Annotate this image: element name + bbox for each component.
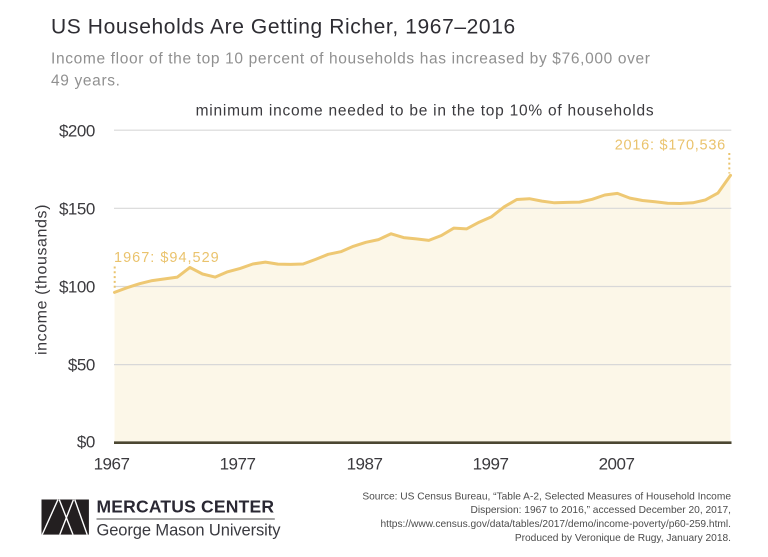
svg-text:$150: $150: [59, 200, 95, 219]
svg-text:1977: 1977: [220, 455, 256, 474]
svg-text:1997: 1997: [473, 455, 509, 474]
svg-text:1987: 1987: [347, 455, 383, 474]
svg-text:$0: $0: [77, 433, 95, 452]
svg-text:https://www.census.gov/data/ta: https://www.census.gov/data/tables/2017/…: [380, 519, 731, 530]
svg-text:1967: 1967: [94, 455, 130, 474]
svg-text:US Households Are Getting Rich: US Households Are Getting Richer, 1967–2…: [51, 16, 516, 39]
svg-text:$100: $100: [59, 278, 95, 297]
svg-text:2016: $170,536: 2016: $170,536: [615, 138, 726, 154]
svg-text:minimum income needed to be in: minimum income needed to be in the top 1…: [196, 103, 655, 120]
svg-text:MERCATUS CENTER: MERCATUS CENTER: [97, 497, 275, 517]
svg-text:49 years.: 49 years.: [51, 73, 121, 90]
svg-text:Produced by Veronique de Rugy,: Produced by Veronique de Rugy, January 2…: [515, 533, 731, 544]
svg-text:$50: $50: [68, 356, 95, 375]
svg-text:2007: 2007: [599, 455, 635, 474]
svg-text:Income floor of the top 10 per: Income floor of the top 10 percent of ho…: [51, 51, 651, 68]
svg-text:income (thousands): income (thousands): [34, 204, 51, 355]
svg-text:$200: $200: [59, 122, 95, 141]
svg-text:Source: US Census Bureau, “Tab: Source: US Census Bureau, “Table A-2, Se…: [362, 491, 731, 502]
svg-text:George Mason University: George Mason University: [97, 522, 282, 540]
svg-text:1967: $94,529: 1967: $94,529: [114, 250, 220, 266]
svg-text:Dispersion: 1967 to 2016,” acc: Dispersion: 1967 to 2016,” accessed Dece…: [470, 505, 731, 516]
